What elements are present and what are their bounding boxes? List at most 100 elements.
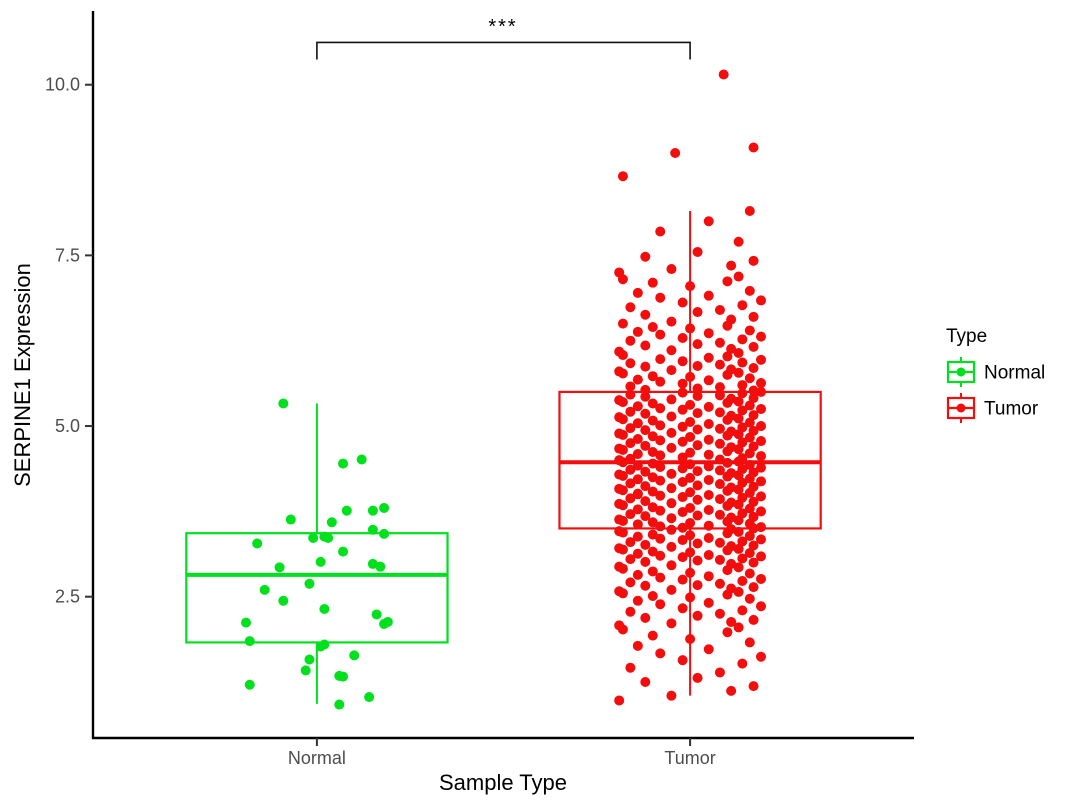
jitter-point	[632, 460, 643, 471]
jitter-point	[666, 524, 677, 535]
jitter-point	[703, 216, 714, 227]
jitter-point	[375, 561, 386, 572]
jitter-point	[677, 421, 688, 432]
jitter-point	[755, 421, 766, 432]
jitter-point	[692, 555, 703, 566]
jitter-point	[714, 382, 725, 393]
jitter-point	[755, 651, 766, 662]
significance-label: ***	[488, 16, 517, 38]
jitter-point	[640, 539, 651, 550]
jitter-point	[703, 644, 714, 655]
jitter-point	[640, 251, 651, 262]
jitter-point	[364, 692, 375, 703]
jitter-point	[714, 509, 725, 520]
jitter-point	[737, 380, 748, 391]
jitter-point	[685, 530, 696, 541]
jitter-point	[677, 332, 688, 343]
jitter-point	[655, 461, 666, 472]
jitter-point	[647, 591, 658, 602]
jitter-point	[632, 595, 643, 606]
jitter-point	[685, 281, 696, 292]
jitter-point	[614, 428, 625, 439]
jitter-point	[666, 690, 677, 701]
jitter-point	[714, 359, 725, 370]
jitter-point	[632, 531, 643, 542]
jitter-point	[692, 466, 703, 477]
jitter-point	[733, 562, 744, 573]
jitter-point	[755, 295, 766, 306]
jitter-point	[614, 543, 625, 554]
jitter-point	[726, 343, 737, 354]
jitter-point	[666, 264, 677, 275]
jitter-point	[379, 619, 390, 630]
jitter-point	[737, 553, 748, 564]
jitter-point	[315, 556, 326, 567]
jitter-point	[726, 512, 737, 523]
jitter-point	[625, 381, 636, 392]
jitter-point	[692, 307, 703, 318]
jitter-point	[685, 371, 696, 382]
jitter-point	[703, 290, 714, 301]
jitter-point	[726, 524, 737, 535]
jitter-point	[319, 603, 330, 614]
jitter-point	[685, 592, 696, 603]
jitter-point	[733, 622, 744, 633]
legend-key-point	[956, 403, 966, 413]
x-tick-label: Tumor	[664, 748, 715, 768]
significance-bracket	[316, 41, 691, 60]
jitter-point	[737, 575, 748, 586]
jitter-point	[640, 612, 651, 623]
jitter-point	[726, 364, 737, 375]
jitter-point	[703, 571, 714, 582]
y-tick-label: 7.5	[55, 245, 80, 265]
jitter-point	[677, 463, 688, 474]
jitter-point	[685, 447, 696, 458]
jitter-point	[726, 426, 737, 437]
jitter-point	[625, 423, 636, 434]
jitter-point	[632, 504, 643, 515]
jitter-point	[677, 603, 688, 614]
jitter-point	[748, 142, 759, 153]
jitter-point	[733, 271, 744, 282]
jitter-point	[640, 384, 651, 395]
jitter-point	[647, 398, 658, 409]
jitter-point	[685, 399, 696, 410]
jitter-point	[685, 416, 696, 427]
jitter-point	[300, 665, 311, 676]
jitter-point	[703, 520, 714, 531]
jitter-point	[647, 546, 658, 557]
jitter-point	[737, 464, 748, 475]
jitter-point	[692, 339, 703, 350]
jitter-point	[632, 569, 643, 580]
jitter-point	[737, 357, 748, 368]
jitter-point	[647, 322, 658, 333]
jitter-point	[666, 365, 677, 376]
jitter-point	[714, 337, 725, 348]
jitter-point	[666, 411, 677, 422]
jitter-point	[625, 554, 636, 565]
jitter-point	[692, 494, 703, 505]
jitter-point	[655, 354, 666, 365]
jitter-point	[714, 537, 725, 548]
jitter-point	[617, 171, 628, 182]
jitter-point	[625, 493, 636, 504]
jitter-point	[677, 477, 688, 488]
jitter-point	[703, 328, 714, 339]
jitter-point	[647, 529, 658, 540]
jitter-point	[755, 476, 766, 487]
jitter-point	[714, 423, 725, 434]
jitter-point	[677, 535, 688, 546]
jitter-point	[285, 514, 296, 525]
jitter-point	[692, 383, 703, 394]
jitter-point	[726, 468, 737, 479]
jitter-point	[666, 483, 677, 494]
jitter-point	[744, 548, 755, 559]
jitter-point	[692, 424, 703, 435]
jitter-point	[379, 502, 390, 513]
jitter-point	[677, 452, 688, 463]
jitter-point	[304, 654, 315, 665]
jitter-point	[685, 502, 696, 513]
jitter-point	[755, 462, 766, 473]
jitter-point	[744, 568, 755, 579]
jitter-point	[614, 620, 625, 631]
